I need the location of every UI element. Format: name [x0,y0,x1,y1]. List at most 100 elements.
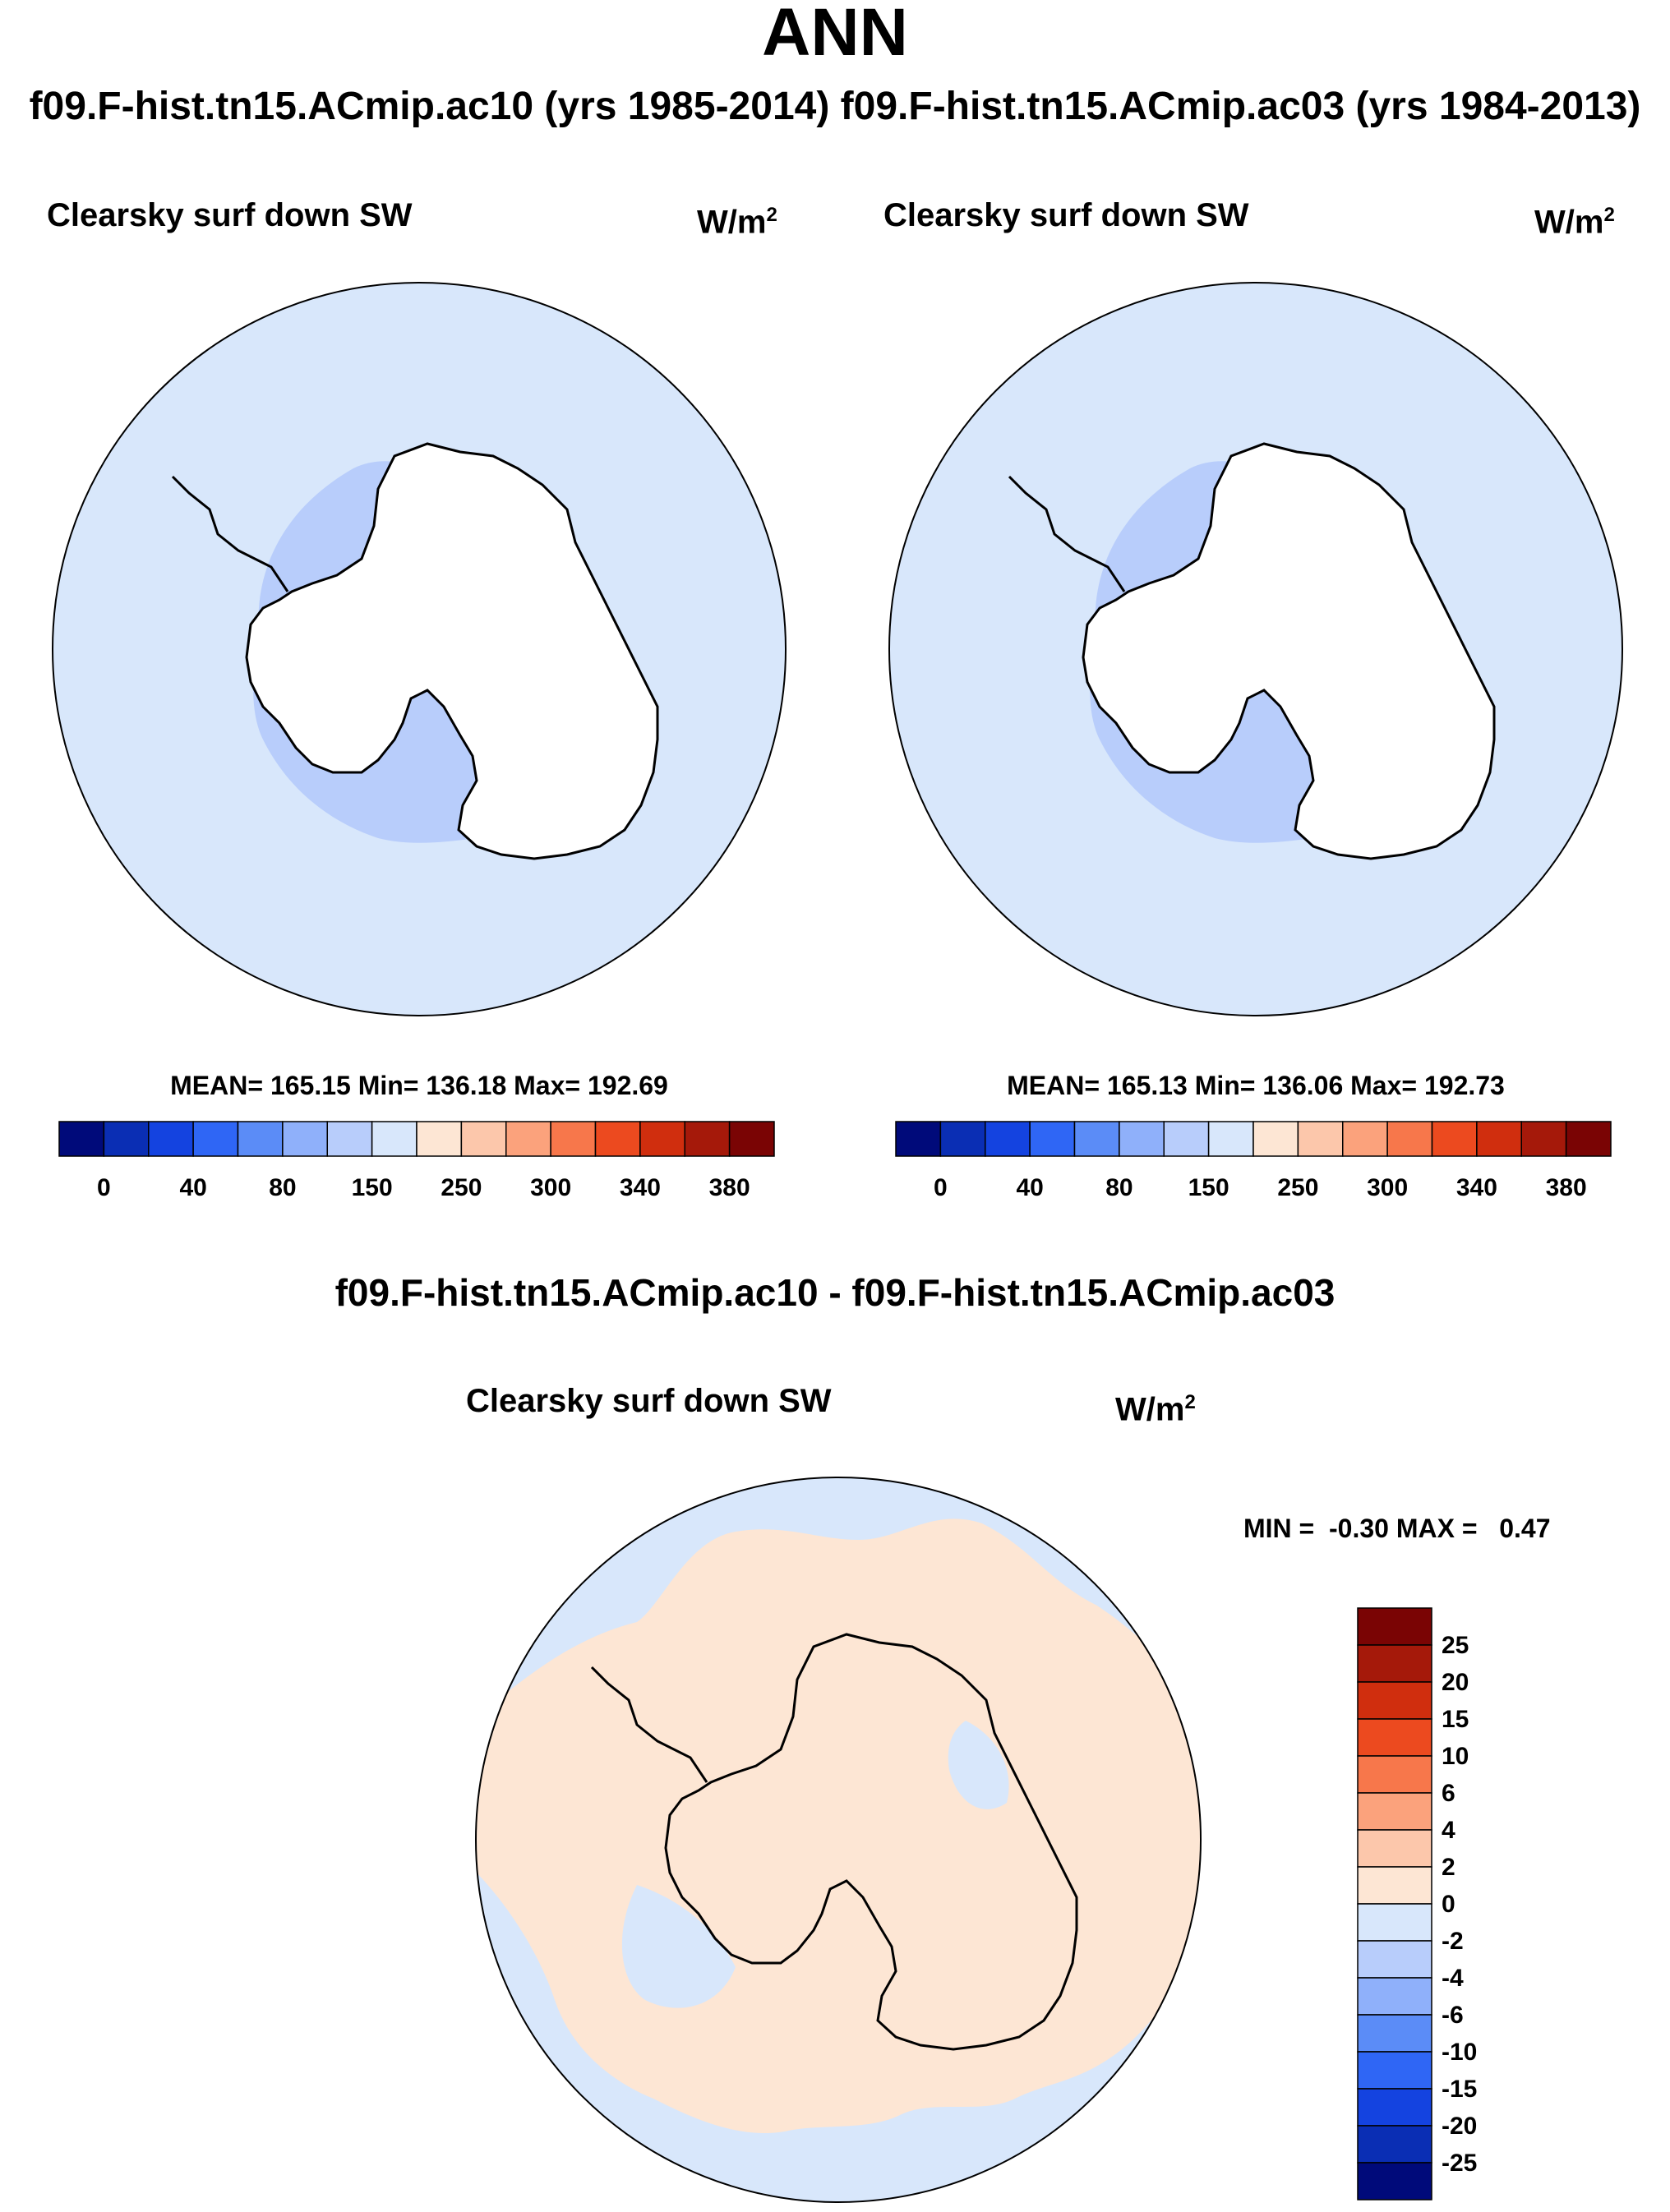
colorbar-swatch [148,1121,194,1157]
panel2-colorbar: 0 40 80 150 250 300 340 380 [895,1121,1612,1201]
colorbar-swatch [1357,1829,1432,1868]
colorbar-swatch [1565,1121,1612,1157]
colorbar-swatch [1357,2014,1432,2053]
colorbar-swatch [58,1121,105,1157]
diff-units: W/m2 [1115,1391,1196,1428]
colorbar-tick-label: 80 [1105,1174,1133,1201]
colorbar-swatch [1119,1121,1165,1157]
colorbar-swatch [1357,2162,1432,2200]
colorbar-swatch [460,1121,507,1157]
colorbar-tick-label: -4 [1442,1965,1464,1992]
colorbar-swatch [684,1121,731,1157]
colorbar-swatch [1431,1121,1478,1157]
colorbar-tick-label: 340 [620,1174,661,1201]
colorbar-tick-label: 10 [1442,1743,1469,1770]
colorbar-swatch [1357,1977,1432,2016]
colorbar-tick-label: 40 [1016,1174,1043,1201]
antarctic-peninsula [171,475,289,592]
colorbar-tick-label: -25 [1442,2150,1477,2177]
colorbar-tick-label: -20 [1442,2113,1477,2140]
colorbar-swatch [237,1121,284,1157]
colorbar-tick-label: -10 [1442,2039,1477,2066]
colorbar-swatch [1357,2125,1432,2164]
panel1-variable: Clearsky surf down SW [47,197,413,233]
colorbar-tick-label: 4 [1442,1817,1455,1844]
colorbar-swatch [1357,1866,1432,1905]
colorbar-swatch [1386,1121,1433,1157]
colorbar-swatch [1207,1121,1254,1157]
colorbar-swatch [103,1121,150,1157]
colorbar-swatch [1029,1121,1076,1157]
colorbar-swatch [1357,1644,1432,1683]
panel1-map [52,282,787,1016]
colorbar-swatch [1357,2051,1432,2090]
panel1-units: W/m2 [697,204,777,241]
colorbar-swatch [1357,1681,1432,1720]
colorbar-tick-label: 15 [1442,1706,1469,1733]
colorbar-tick-label: 2 [1442,1854,1455,1881]
panel1-stats: MEAN= 165.15 Min= 136.18 Max= 192.69 [170,1071,668,1100]
colorbar-tick-label: 20 [1442,1669,1469,1696]
antarctic-peninsula [1008,475,1126,592]
colorbar-tick-label: 80 [269,1174,296,1201]
colorbar-swatch [985,1121,1031,1157]
antarctica-outline [664,1633,1078,2051]
colorbar-tick-label: -15 [1442,2076,1477,2103]
colorbar-swatch [192,1121,239,1157]
panel2-variable: Clearsky surf down SW [883,197,1249,233]
colorbar-swatch [1297,1121,1344,1157]
antarctic-peninsula [590,1666,708,1783]
map-border [888,282,1623,1016]
colorbar-swatch [639,1121,685,1157]
colorbar-tick-label: 300 [530,1174,571,1201]
colorbar-swatch [1357,1755,1432,1794]
colorbar-tick-label: 0 [97,1174,111,1201]
colorbar-tick-label: 25 [1442,1632,1469,1659]
diff-stats: MIN = -0.30 MAX = 0.47 [1243,1514,1551,1543]
colorbar-tick-label: 0 [1442,1891,1455,1918]
colorbar-swatch [1357,1940,1432,1979]
colorbar-tick-label: 40 [179,1174,206,1201]
colorbar-tick-label: -6 [1442,2002,1464,2029]
page-subtitle: f09.F-hist.tn15.ACmip.ac10 (yrs 1985-201… [29,85,1641,128]
panel2-units: W/m2 [1534,204,1615,241]
colorbar-tick-label: 250 [441,1174,482,1201]
colorbar-tick-label: 380 [1546,1174,1587,1201]
colorbar-tick-label: -2 [1442,1928,1464,1955]
colorbar-swatch [1357,1718,1432,1757]
negative-diff-region [948,1721,1009,1809]
colorbar-tick-label: 380 [709,1174,750,1201]
colorbar-swatch [728,1121,775,1157]
colorbar-swatch [371,1121,418,1157]
colorbar-swatch [282,1121,328,1157]
map-border [52,282,787,1016]
colorbar-swatch [895,1121,942,1157]
colorbar-swatch [1357,2088,1432,2127]
panel1-colorbar: 0 40 80 150 250 300 340 380 [58,1121,775,1201]
colorbar-swatch [326,1121,373,1157]
antarctica-outline [245,442,659,860]
colorbar-tick-label: 6 [1442,1780,1455,1807]
colorbar-swatch [1520,1121,1567,1157]
panel2-map [888,282,1623,1016]
difference-title: f09.F-hist.tn15.ACmip.ac10 - f09.F-hist.… [334,1271,1336,1314]
colorbar-swatch [505,1121,551,1157]
colorbar-swatch [1476,1121,1522,1157]
colorbar-tick-label: 150 [352,1174,393,1201]
colorbar-swatch [939,1121,986,1157]
colorbar-swatch [1073,1121,1120,1157]
colorbar-tick-label: 150 [1188,1174,1229,1201]
colorbar-swatch [550,1121,597,1157]
colorbar-swatch [594,1121,641,1157]
colorbar-swatch [1342,1121,1388,1157]
colorbar-swatch [1357,1792,1432,1831]
antarctica-outline [1082,442,1496,860]
colorbar-swatch [1357,1607,1432,1646]
colorbar-tick-label: 250 [1277,1174,1318,1201]
colorbar-swatch [1163,1121,1210,1157]
colorbar-tick-label: 300 [1367,1174,1408,1201]
colorbar-swatch [1357,1903,1432,1942]
diff-variable: Clearsky surf down SW [466,1383,832,1419]
colorbar-tick-label: 0 [934,1174,948,1201]
